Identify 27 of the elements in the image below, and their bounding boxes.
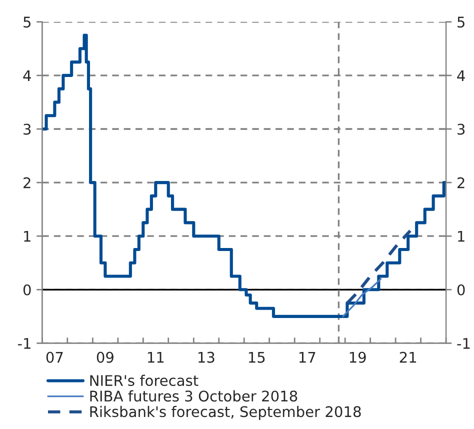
y-tick-label: 1 — [24, 231, 30, 242]
y-tick-label: 4 — [23, 70, 31, 81]
y2-tick-label: 5 — [458, 16, 464, 28]
x-tick-label: 11 — [148, 352, 164, 363]
legend-label: NIER's forecast — [90, 374, 198, 386]
x-tick-label: 17 — [299, 352, 316, 363]
y2-tick-label: 1 — [458, 231, 464, 242]
x-tick-label: 15 — [248, 352, 265, 363]
y2-tick-label: 2 — [458, 177, 464, 188]
x-tick-label: 19 — [350, 352, 366, 363]
x-tick-label: 13 — [198, 352, 214, 363]
x-tick-label: 07 — [46, 352, 63, 363]
x-tick-label: 09 — [96, 352, 114, 363]
y2-tick-label: 0 — [457, 284, 465, 296]
x-tick-label: 21 — [400, 352, 416, 363]
legend-label: Riksbank's forecast, September 2018 — [90, 406, 361, 420]
line-series — [342, 278, 382, 318]
y-tick-label: 5 — [24, 16, 30, 28]
y-tick-label: 0 — [23, 284, 31, 296]
y-tick-label: 3 — [24, 124, 31, 135]
y2-tick-label: 4 — [457, 70, 465, 81]
line-series — [346, 229, 412, 305]
legend-label: RIBA futures 3 October 2018 — [90, 390, 298, 402]
y2-tick-label: 3 — [458, 124, 465, 135]
y-tick-label: -1 — [18, 338, 30, 349]
y2-tick-label: -1 — [457, 338, 470, 349]
y-tick-label: 2 — [24, 177, 30, 188]
